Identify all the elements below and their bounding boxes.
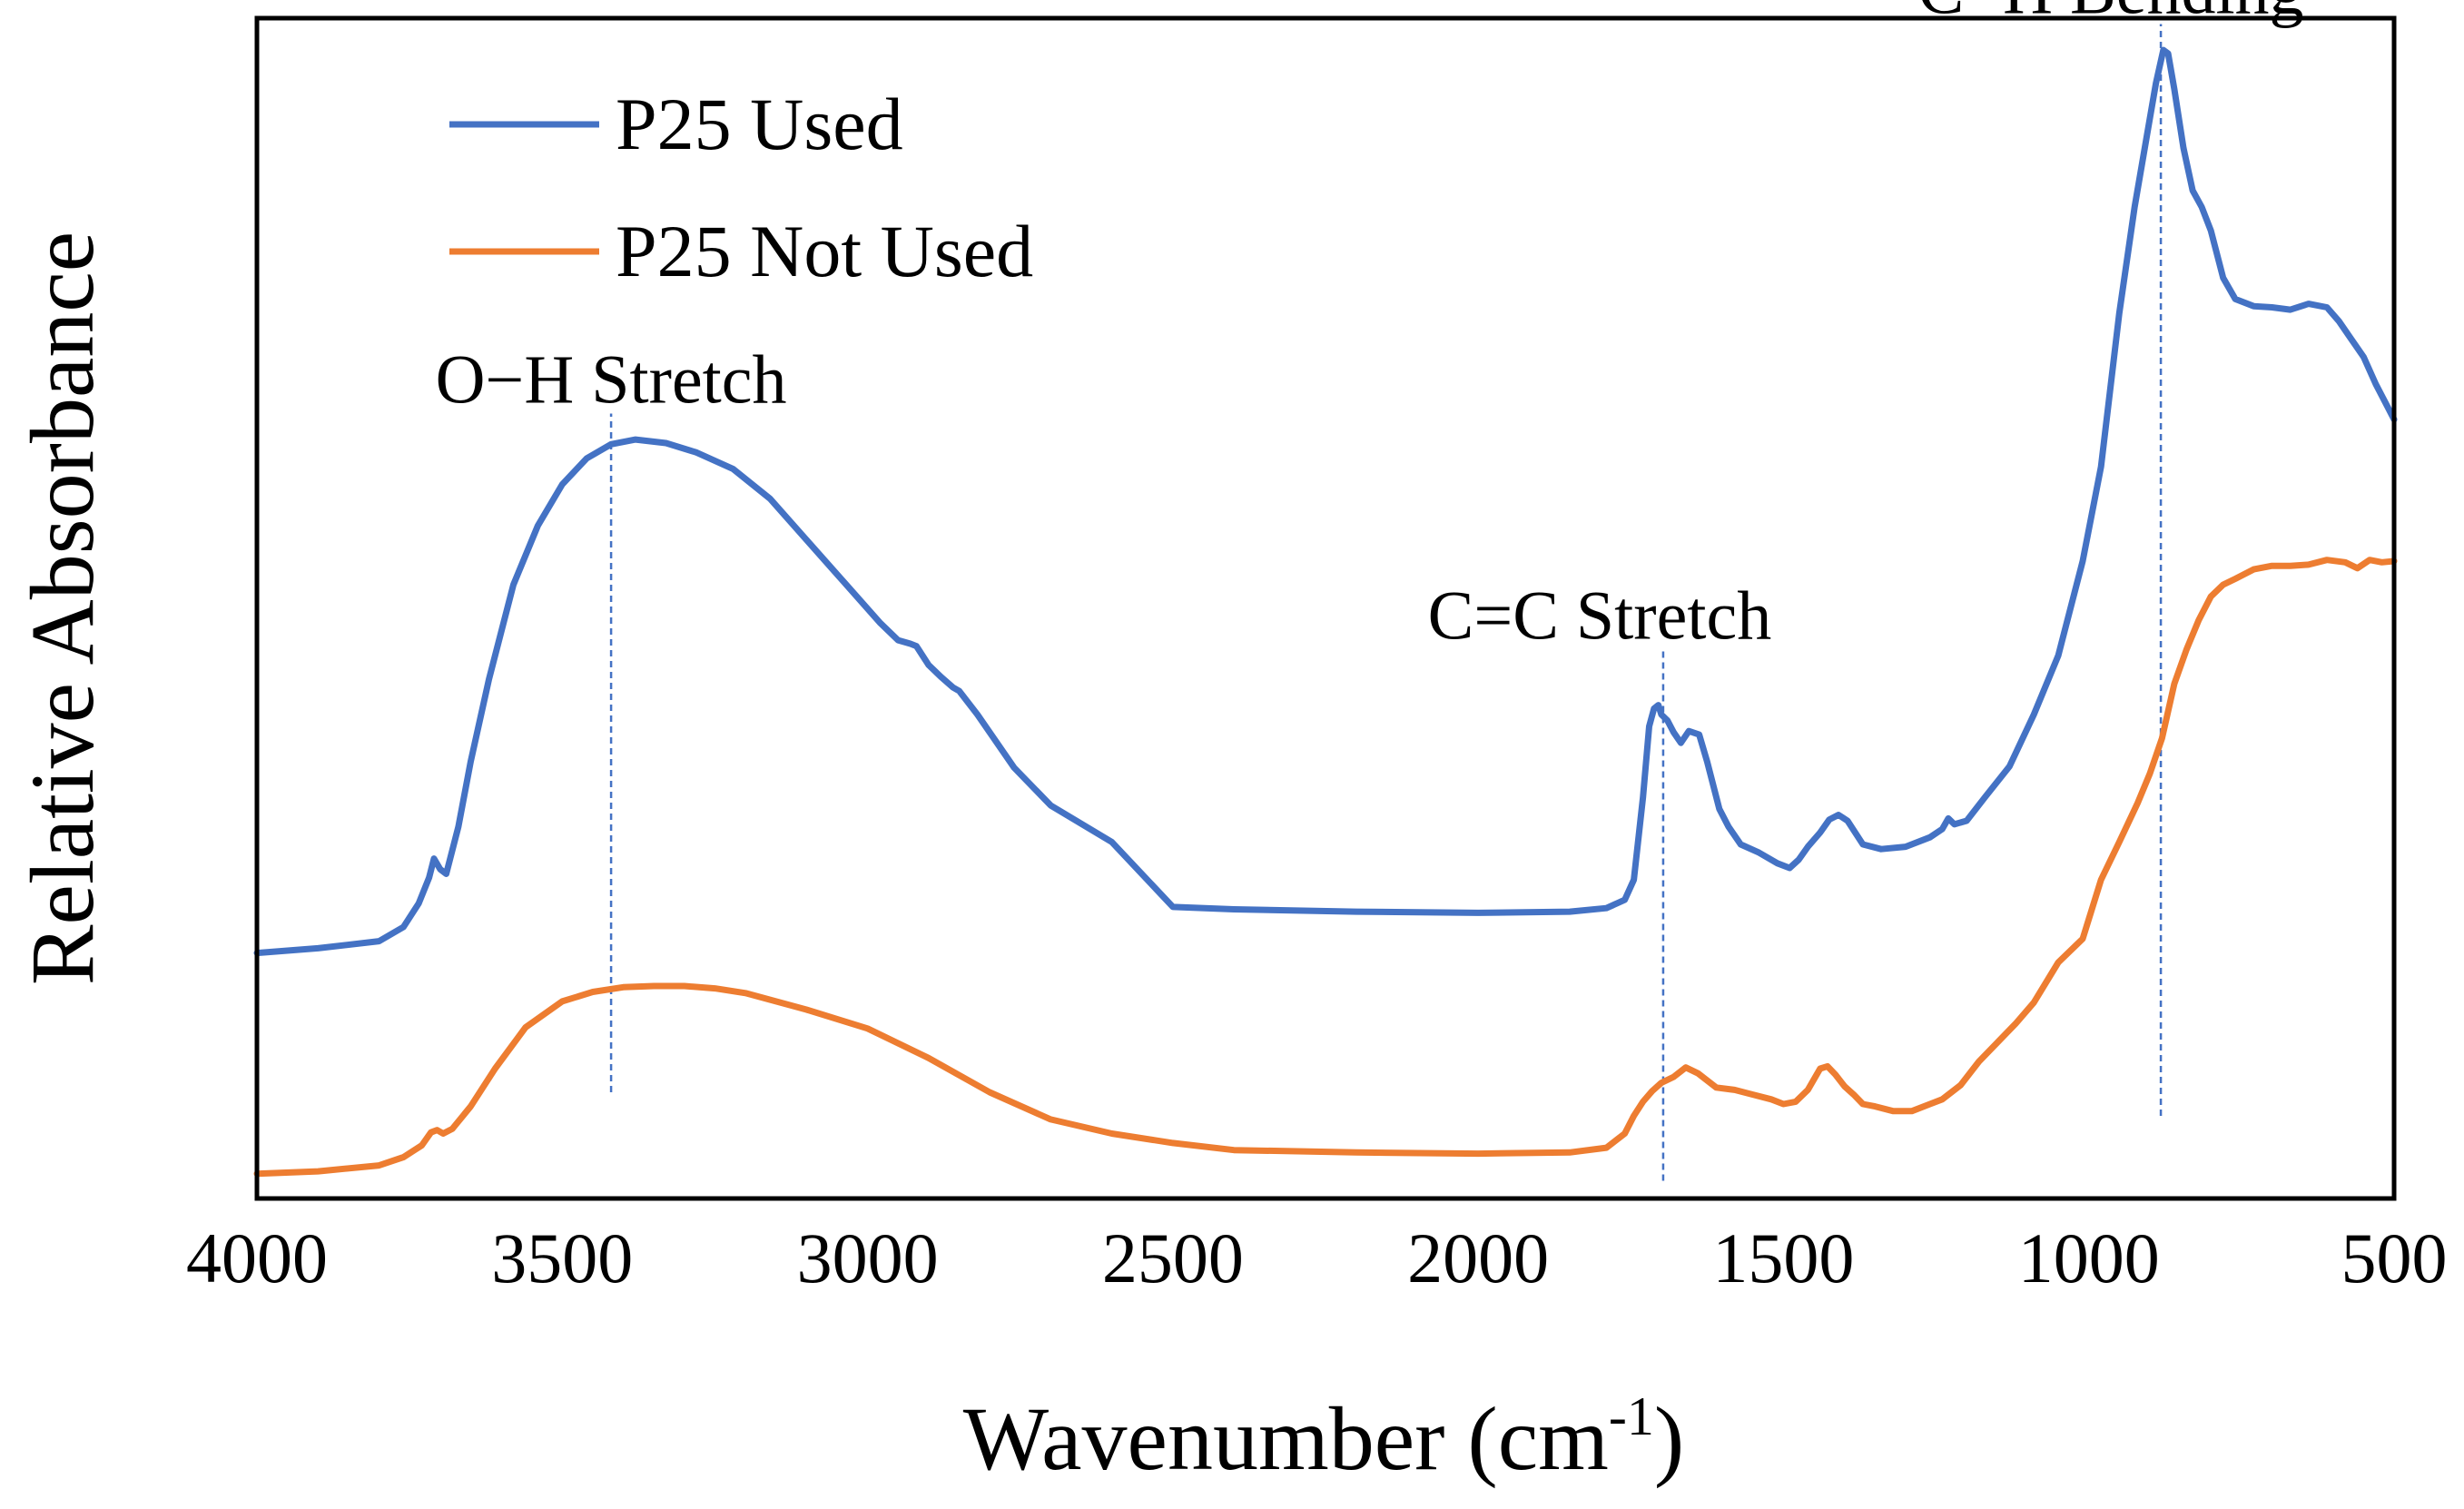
x-tick-label-1500: 1500: [1712, 1218, 1854, 1297]
legend-label-p25-not-used: P25 Not Used: [616, 210, 1033, 292]
annotation-label-c-c-stretch: C=C Stretch: [1428, 578, 1772, 655]
annotation-lines: [609, 24, 2163, 1181]
x-axis-title: Wavenumber (cm-1): [963, 1386, 1684, 1489]
series-group: [253, 46, 2398, 1178]
x-tick-label-2500: 2500: [1102, 1218, 1244, 1297]
x-axis-title-end: ): [1654, 1388, 1684, 1489]
legend: P25 Used P25 Not Used: [449, 83, 1033, 292]
annotation-label-o-h-stretch: O−H Stretch: [436, 342, 787, 419]
x-tick-label-2000: 2000: [1407, 1218, 1549, 1297]
x-tick-labels: 4000 3500 3000 2500 2000 1500 1000 500: [186, 1218, 2448, 1297]
x-tick-label-3500: 3500: [491, 1218, 633, 1297]
x-axis-title-main: Wavenumber (cm: [963, 1388, 1609, 1489]
x-tick-label-3000: 3000: [797, 1218, 939, 1297]
x-axis-title-sup: -1: [1609, 1386, 1654, 1446]
x-tick-label-500: 500: [2341, 1218, 2448, 1297]
x-tick-label-1000: 1000: [2018, 1218, 2160, 1297]
series-line-p25-used: [253, 46, 2398, 957]
y-axis-title: Relative Absorbance: [12, 232, 113, 985]
plot-frame: [254, 15, 2397, 1201]
x-tick-label-4000: 4000: [186, 1218, 328, 1297]
legend-label-p25-used: P25 Used: [616, 83, 903, 165]
series-line-p25-not-used: [253, 557, 2398, 1178]
annotation-label-c-h-bending: C−H Bending: [1918, 0, 2304, 29]
annotation-labels: O−H Stretch C=C Stretch C−H Bending: [436, 0, 2304, 655]
